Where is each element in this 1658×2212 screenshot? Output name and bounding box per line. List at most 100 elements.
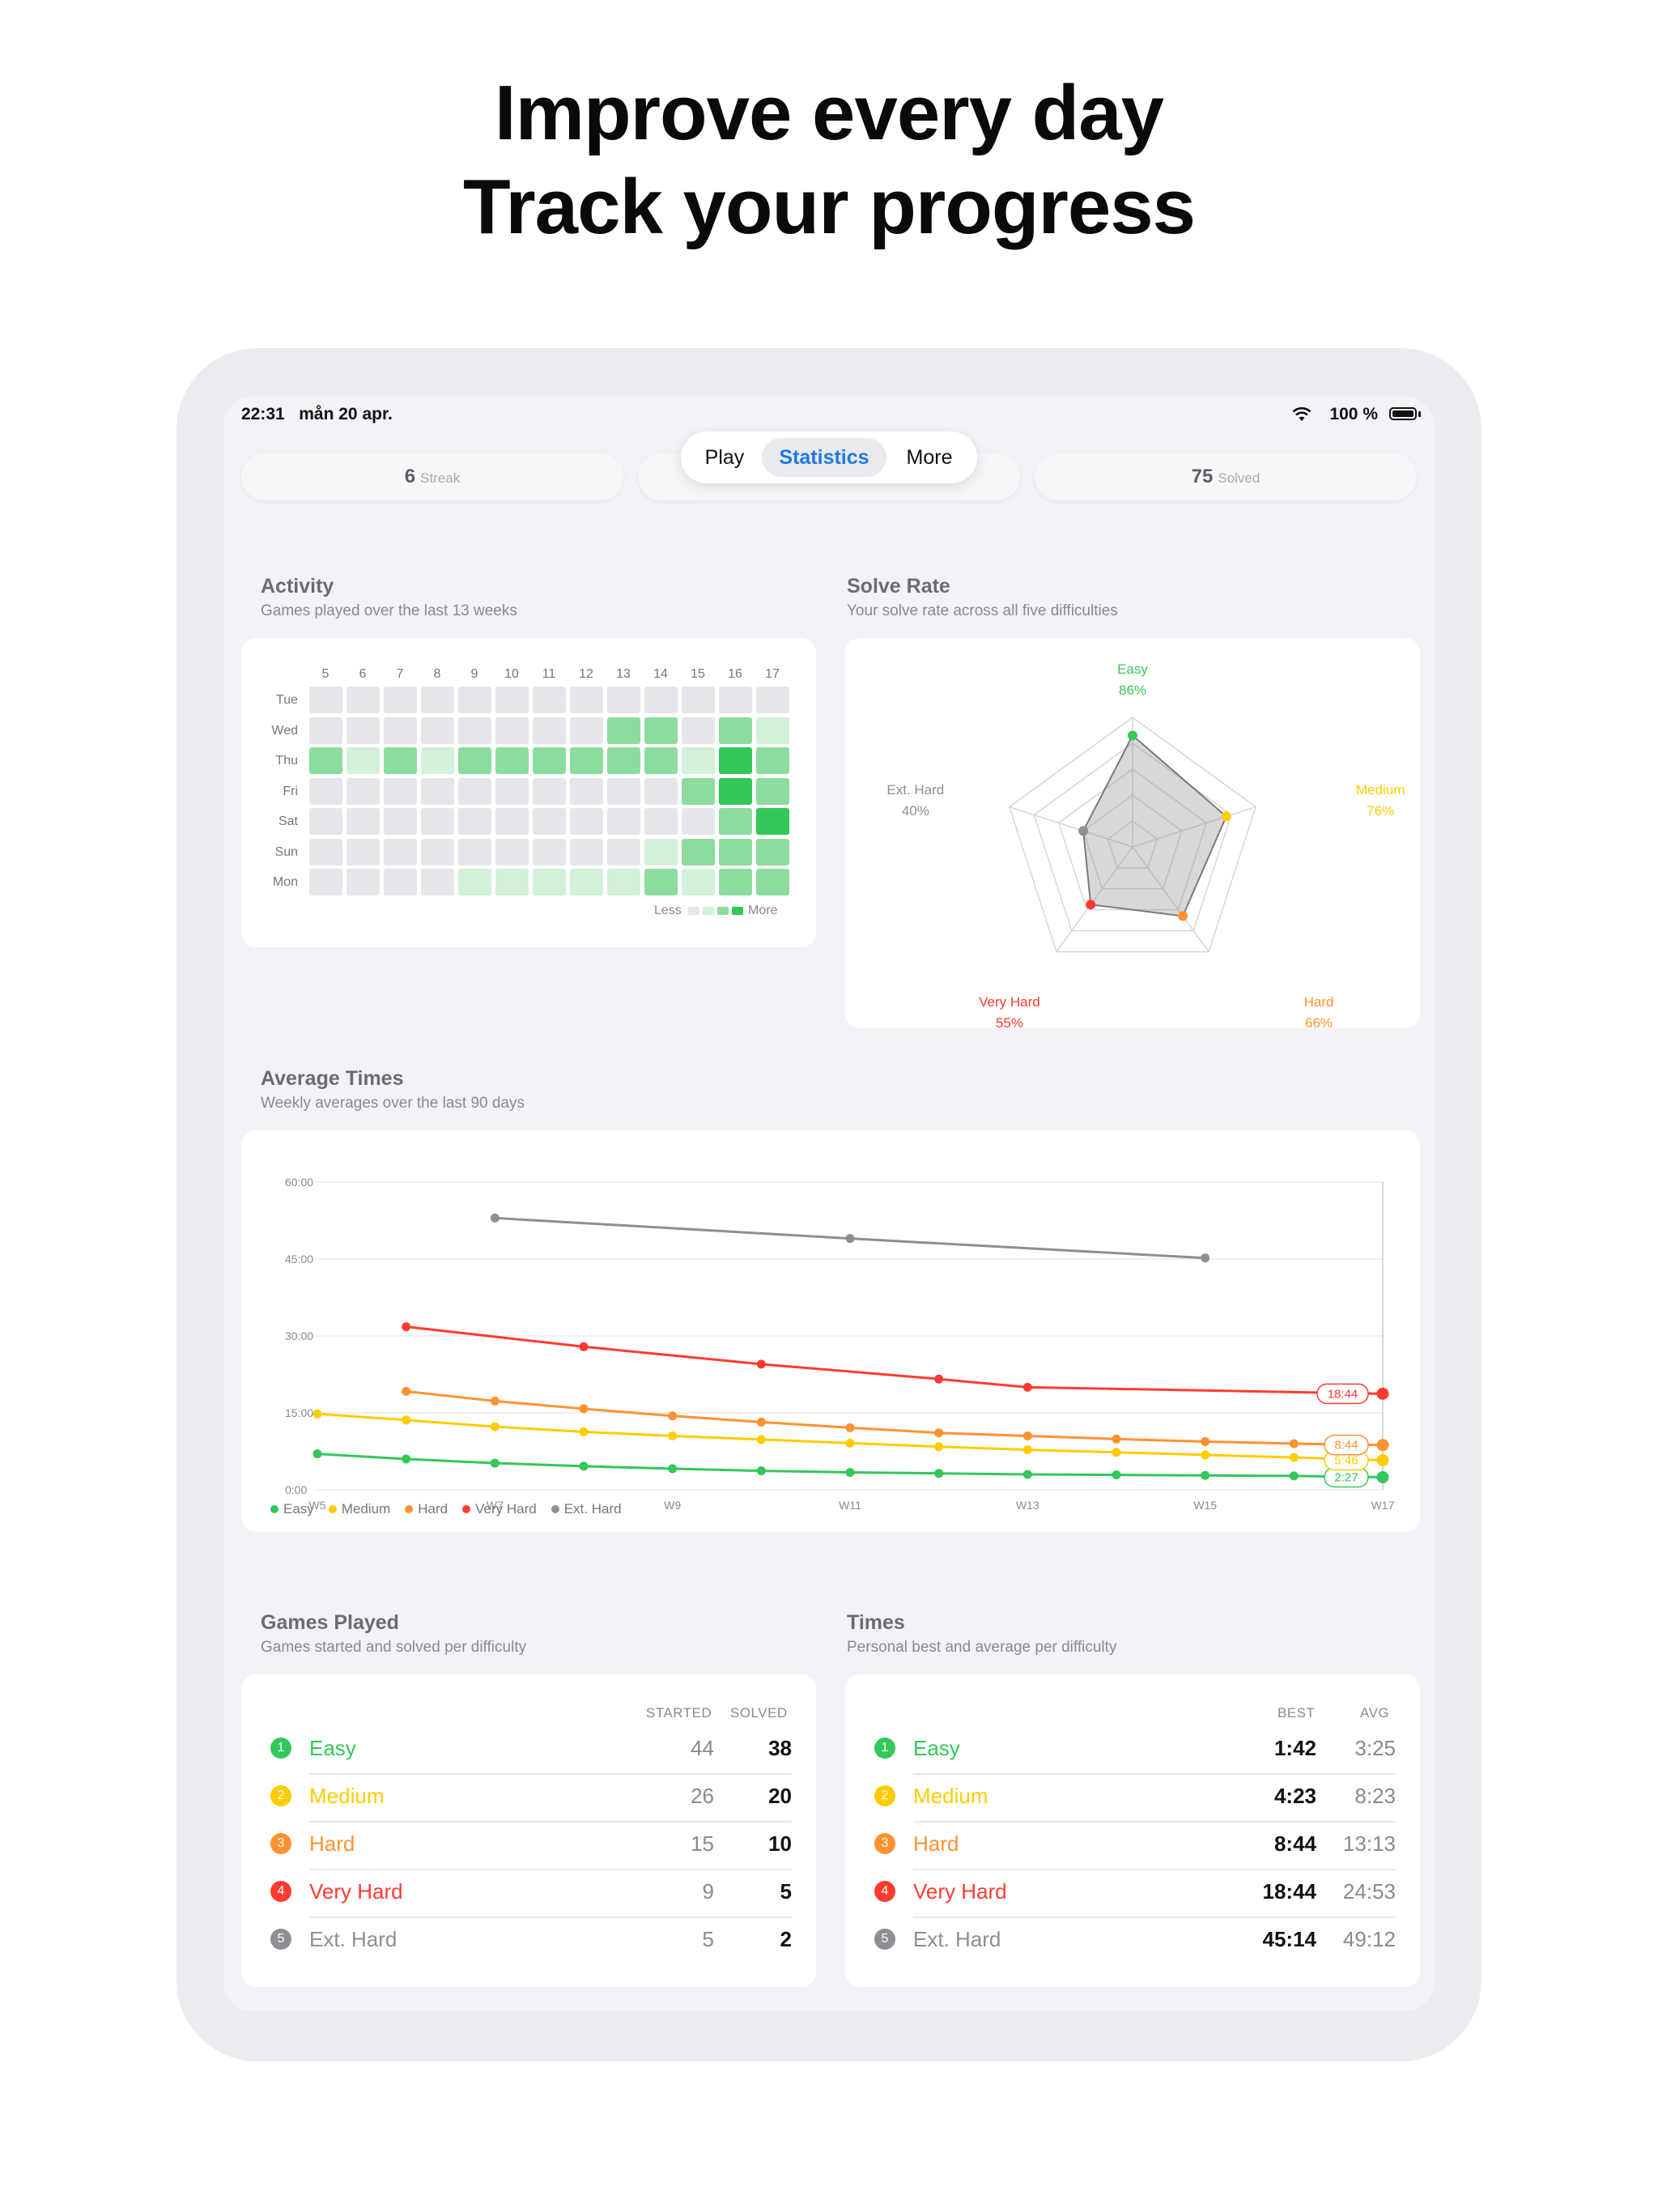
heatmap-week-label: 14 bbox=[653, 667, 668, 681]
heatmap-week-label: 10 bbox=[504, 667, 519, 681]
heatmap-cell bbox=[421, 747, 454, 774]
heatmap-cell bbox=[682, 838, 715, 866]
x-tick-label: W13 bbox=[1016, 1499, 1039, 1512]
segmented-tab-bar: Play Statistics More bbox=[681, 432, 977, 483]
radar-label-name: Ext. Hard bbox=[886, 781, 945, 798]
times-col-best: BEST bbox=[1278, 1705, 1316, 1721]
radar-label-name: Easy bbox=[1117, 661, 1148, 677]
heatmap-cell bbox=[346, 747, 380, 774]
heatmap-cell bbox=[533, 808, 566, 835]
x-tick-label: W11 bbox=[839, 1499, 861, 1512]
heatmap-cell bbox=[309, 808, 342, 835]
status-bar: 22:31 mån 20 apr. 100 % bbox=[223, 397, 1435, 434]
heatmap-cell bbox=[346, 808, 380, 835]
heatmap-cell bbox=[309, 838, 342, 866]
heatmap-cell bbox=[570, 838, 603, 866]
table-value-avg: 8:23 bbox=[1354, 1784, 1396, 1808]
heatmap-cell bbox=[607, 869, 640, 895]
heatmap-cell bbox=[346, 687, 380, 713]
series-point bbox=[934, 1442, 944, 1452]
heatmap-cell bbox=[644, 687, 678, 713]
difficulty-name: Easy bbox=[309, 1736, 356, 1760]
x-tick-label: W15 bbox=[1193, 1499, 1217, 1512]
headline-line-2: Track your progress bbox=[462, 164, 1196, 250]
difficulty-name: Medium bbox=[913, 1784, 988, 1808]
solve-rate-title: Solve Rate bbox=[847, 575, 950, 598]
tab-more[interactable]: More bbox=[906, 446, 953, 469]
table-value-started: 15 bbox=[691, 1831, 714, 1856]
radar-label: Hard 66% bbox=[1270, 992, 1367, 1034]
heatmap-cell bbox=[533, 747, 566, 774]
series-point bbox=[402, 1322, 411, 1332]
series-point bbox=[1022, 1382, 1032, 1392]
series-point bbox=[1376, 1387, 1389, 1400]
heatmap-day-label: Mon bbox=[272, 875, 298, 889]
difficulty-name: Hard bbox=[309, 1831, 355, 1856]
series-point bbox=[1376, 1470, 1389, 1483]
series-point bbox=[1289, 1453, 1299, 1462]
series-point bbox=[1022, 1470, 1032, 1479]
series-point bbox=[845, 1234, 855, 1244]
heatmap-cell bbox=[309, 687, 342, 713]
heatmap-week-label: 16 bbox=[728, 667, 742, 681]
tab-play[interactable]: Play bbox=[704, 446, 745, 469]
heatmap-cell bbox=[756, 838, 789, 866]
difficulty-number-badge: 3 bbox=[270, 1833, 291, 1854]
heatmap-cell bbox=[309, 777, 342, 805]
heatmap-cell bbox=[495, 717, 529, 744]
difficulty-name: Very Hard bbox=[309, 1879, 403, 1904]
difficulty-number-badge: 4 bbox=[270, 1881, 291, 1902]
difficulty-name: Ext. Hard bbox=[309, 1927, 397, 1951]
radar-point bbox=[1178, 911, 1188, 921]
difficulty-number-badge: 1 bbox=[270, 1738, 291, 1759]
table-value-started: 5 bbox=[702, 1927, 714, 1951]
heatmap-day-label: Wed bbox=[271, 723, 298, 738]
times-card: BEST AVG 1 Easy 1:42 3:25 2 Medium 4:23 8:23 3 Ha… bbox=[845, 1674, 1420, 1987]
heatmap-cell bbox=[756, 747, 789, 774]
heatmap-cell bbox=[458, 717, 491, 744]
heatmap-cell bbox=[644, 808, 678, 835]
difficulty-number-badge: 4 bbox=[874, 1881, 895, 1902]
radar-value-area bbox=[1082, 734, 1227, 917]
row-divider bbox=[309, 1869, 792, 1870]
heatmap-cell bbox=[719, 869, 752, 895]
difficulty-number-badge: 2 bbox=[874, 1785, 895, 1806]
table-value-best: 18:44 bbox=[1262, 1879, 1317, 1904]
activity-subtitle: Games played over the last 13 weeks bbox=[261, 602, 517, 619]
series-point bbox=[312, 1409, 322, 1419]
tab-statistics[interactable]: Statistics bbox=[762, 438, 886, 477]
legend-more: More bbox=[748, 904, 778, 917]
row-divider bbox=[913, 1821, 1396, 1823]
radar-axis bbox=[1056, 846, 1133, 952]
legend-swatch-3 bbox=[732, 907, 743, 915]
series-point bbox=[1376, 1439, 1389, 1452]
heatmap-cell bbox=[756, 717, 789, 744]
app-screen: 22:31 mån 20 apr. 100 % 6 Streak 75 Solved… bbox=[223, 397, 1435, 2011]
radar-label: Medium 76% bbox=[1332, 780, 1429, 822]
heatmap-cell bbox=[495, 747, 529, 774]
radar-point bbox=[1128, 730, 1137, 741]
radar-grid-ring bbox=[1033, 742, 1232, 932]
heatmap-day-label: Fri bbox=[283, 784, 298, 798]
heatmap-cell bbox=[346, 869, 380, 895]
streak-value: 6 bbox=[404, 466, 416, 487]
legend-dot bbox=[551, 1505, 559, 1513]
table-value-solved: 5 bbox=[780, 1879, 792, 1904]
heatmap-cell bbox=[384, 808, 417, 835]
series-point bbox=[1289, 1471, 1299, 1481]
heatmap-cell bbox=[719, 717, 752, 744]
heatmap-cell bbox=[607, 777, 640, 805]
table-value-started: 26 bbox=[691, 1784, 714, 1808]
difficulty-number-badge: 3 bbox=[874, 1833, 895, 1854]
streak-pill: 6 Streak bbox=[241, 453, 623, 500]
series-point bbox=[1376, 1453, 1389, 1466]
series-point bbox=[1022, 1445, 1032, 1455]
battery-percent: 100 % bbox=[1329, 405, 1378, 423]
heatmap-cell bbox=[421, 777, 454, 805]
activity-title: Activity bbox=[261, 575, 334, 598]
radar-point bbox=[1221, 811, 1231, 822]
radar-axis bbox=[1132, 806, 1256, 848]
heatmap-day-label: Sat bbox=[278, 815, 298, 828]
heatmap-cell bbox=[421, 687, 454, 713]
